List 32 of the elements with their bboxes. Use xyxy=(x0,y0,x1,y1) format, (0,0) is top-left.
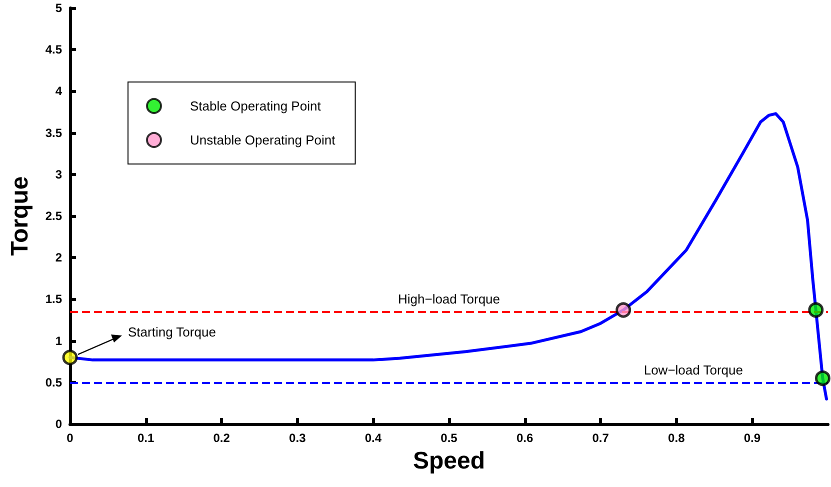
x-tick-label: 0.2 xyxy=(213,431,230,445)
ref-line-label: High−load Torque xyxy=(398,292,500,307)
y-tick-label: 1 xyxy=(55,334,62,348)
y-tick-label: 0 xyxy=(55,417,62,431)
x-axis-title: Speed xyxy=(412,448,486,474)
y-tick-label: 0.5 xyxy=(45,375,62,390)
y-tick-label: 5 xyxy=(55,1,62,15)
y-tick-label: 4 xyxy=(55,84,62,98)
annotation: Starting Torque xyxy=(128,324,216,340)
legend-label: Unstable Operating Point xyxy=(190,132,336,148)
y-tick-label: 3 xyxy=(55,167,62,182)
x-tick-label: 0.3 xyxy=(289,431,306,445)
x-tick-label: 0 xyxy=(66,431,74,445)
x-tick-label: 0.9 xyxy=(744,431,761,445)
point xyxy=(814,370,830,386)
y-tick-label: 2.5 xyxy=(45,209,62,223)
x-tick-label: 0.1 xyxy=(137,431,154,445)
y-tick-label: 2 xyxy=(55,250,62,265)
point xyxy=(62,350,78,366)
y-tick-label: 1.5 xyxy=(45,292,62,306)
x-tick-label: 0.4 xyxy=(364,431,382,445)
x-tick-label: 0.5 xyxy=(440,431,458,445)
legend-label: Stable Operating Point xyxy=(190,98,322,114)
point xyxy=(808,302,824,318)
point xyxy=(616,302,632,318)
y-axis-title: Torque xyxy=(6,176,34,256)
y-tick-label: 3.5 xyxy=(45,126,62,140)
y-tick-label: 4.5 xyxy=(45,42,62,57)
x-tick-label: 0.7 xyxy=(592,431,610,445)
ref-line-label: Low−load Torque xyxy=(644,362,743,378)
x-tick-label: 0.6 xyxy=(516,431,534,445)
x-tick-label: 0.8 xyxy=(668,431,686,445)
